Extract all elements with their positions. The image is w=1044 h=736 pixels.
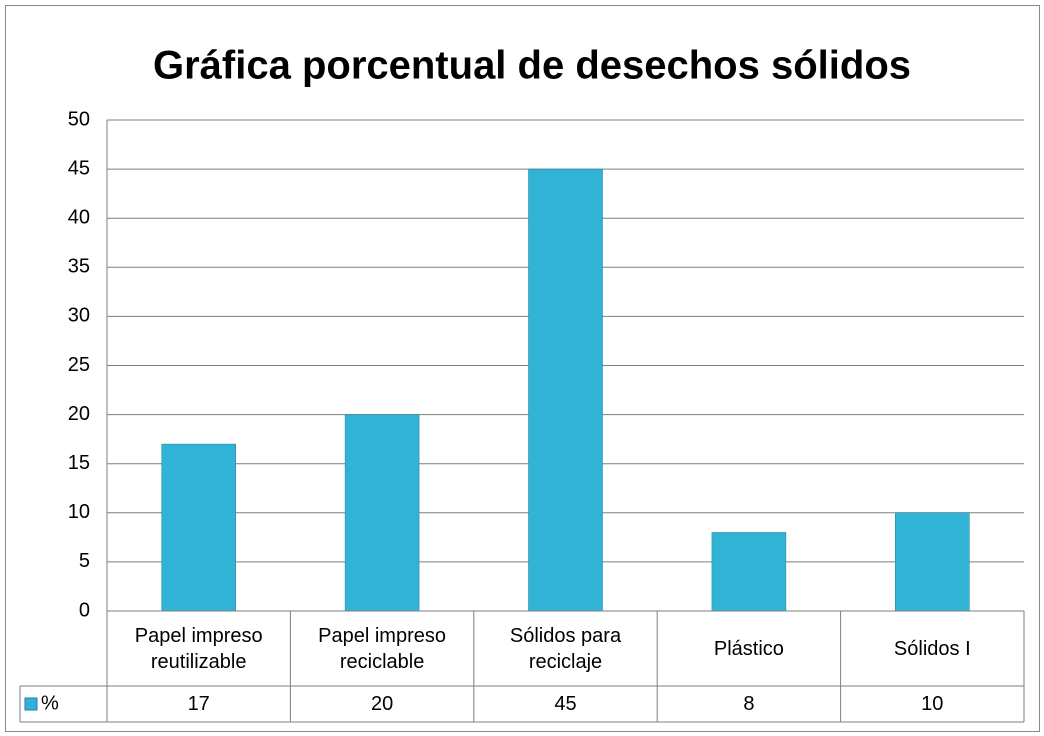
data-table-value: 20	[370, 693, 394, 715]
bar	[895, 512, 970, 612]
y-tick-label: 20	[68, 403, 90, 425]
y-tick-label: 45	[68, 157, 90, 179]
bar	[161, 443, 236, 612]
y-tick-label: 5	[79, 550, 90, 572]
data-table-value: 8	[743, 693, 755, 715]
y-tick-label: 40	[68, 206, 90, 228]
legend-key	[24, 697, 38, 711]
y-tick-label: 25	[68, 354, 90, 376]
y-tick-label: 50	[68, 108, 90, 130]
bar	[711, 532, 787, 612]
y-tick-label: 35	[68, 256, 90, 278]
y-tick-label: 10	[68, 501, 90, 523]
chart-title: Gráfica porcentual de desechos sólidos	[153, 44, 911, 88]
bar	[344, 414, 420, 612]
x-tick-label: Papel impreso reutilizable	[134, 624, 263, 673]
y-tick-label: 0	[79, 599, 90, 621]
x-tick-label: Plástico	[713, 637, 784, 660]
x-tick-label: Papel impreso reciclable	[318, 624, 446, 673]
x-tick-label: Sólidos I	[893, 637, 971, 660]
legend-label: %	[41, 692, 59, 714]
y-tick-label: 30	[68, 305, 90, 327]
bar	[528, 168, 603, 612]
data-table-value: 10	[921, 693, 944, 715]
data-table-value: 45	[554, 693, 577, 715]
x-tick-label: Sólidos para reciclaje	[509, 624, 622, 673]
data-table-value: 17	[187, 693, 210, 715]
y-tick-label: 15	[68, 452, 90, 474]
